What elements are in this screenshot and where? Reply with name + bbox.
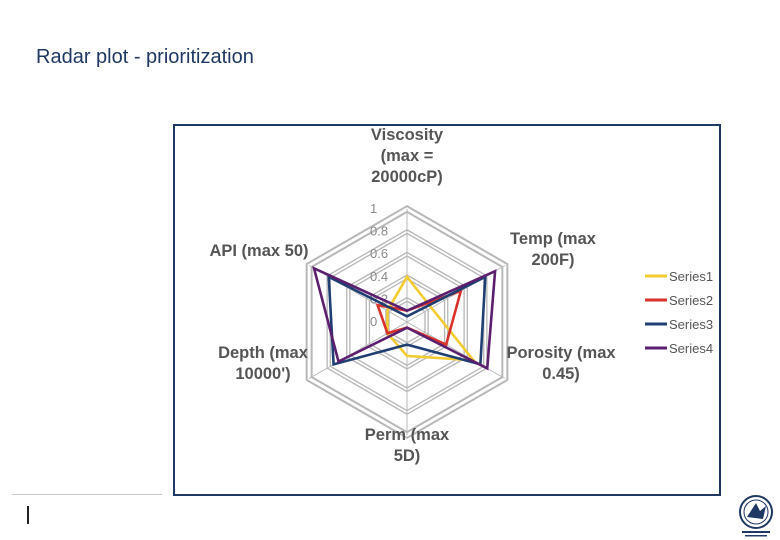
axis-spoke (308, 321, 408, 379)
axis-label-line: Depth (max (218, 344, 309, 362)
tick-label: 0.4 (370, 269, 388, 284)
axis-label-line: API (max 50) (209, 242, 308, 260)
axis-label: Viscosity (max = 20000cP) (371, 126, 444, 186)
footer-marker (27, 506, 29, 524)
axis-label: API (max 50) (209, 242, 308, 260)
footer-divider (12, 494, 162, 495)
axis-label-line: 5D) (394, 447, 421, 465)
institution-logo-icon (739, 495, 773, 537)
axis-label: Perm (max 5D) (365, 426, 450, 465)
axis-label-line: (max = (381, 147, 434, 165)
tick-label: 0.8 (370, 224, 388, 239)
series-line-series4 (312, 266, 497, 371)
tick-label: 1 (370, 201, 377, 216)
axis-label-line: Perm (max (365, 426, 450, 444)
axis-label: Depth (max 10000') (218, 344, 309, 383)
axis-label-line: Viscosity (371, 126, 444, 144)
axis-label: Temp (max 200F) (510, 230, 597, 269)
series-line-series1 (386, 274, 477, 362)
axis-spoke (406, 321, 506, 379)
axis-label-line: Porosity (max (506, 344, 616, 362)
legend-label: Series2 (669, 293, 713, 308)
axis-label-line: 10000') (235, 365, 290, 383)
tick-label: 0 (370, 314, 377, 329)
radar-chart-frame: 0 0.2 0.4 0.6 0.8 1 Viscosity (max = 20000cP) Tem… (173, 124, 721, 496)
axis-label-line: 20000cP) (371, 168, 443, 186)
slide-title: Radar plot - prioritization (36, 46, 254, 68)
tick-label: 0.6 (370, 246, 388, 261)
legend-label: Series3 (669, 317, 713, 332)
axis-label-line: 0.45) (542, 365, 580, 383)
axis-label: Porosity (max 0.45) (506, 344, 616, 383)
legend-label: Series1 (669, 269, 713, 284)
axis-label-line: 200F) (531, 251, 574, 269)
axis-label-line: Temp (max (510, 230, 597, 248)
legend-label: Series4 (669, 341, 713, 356)
